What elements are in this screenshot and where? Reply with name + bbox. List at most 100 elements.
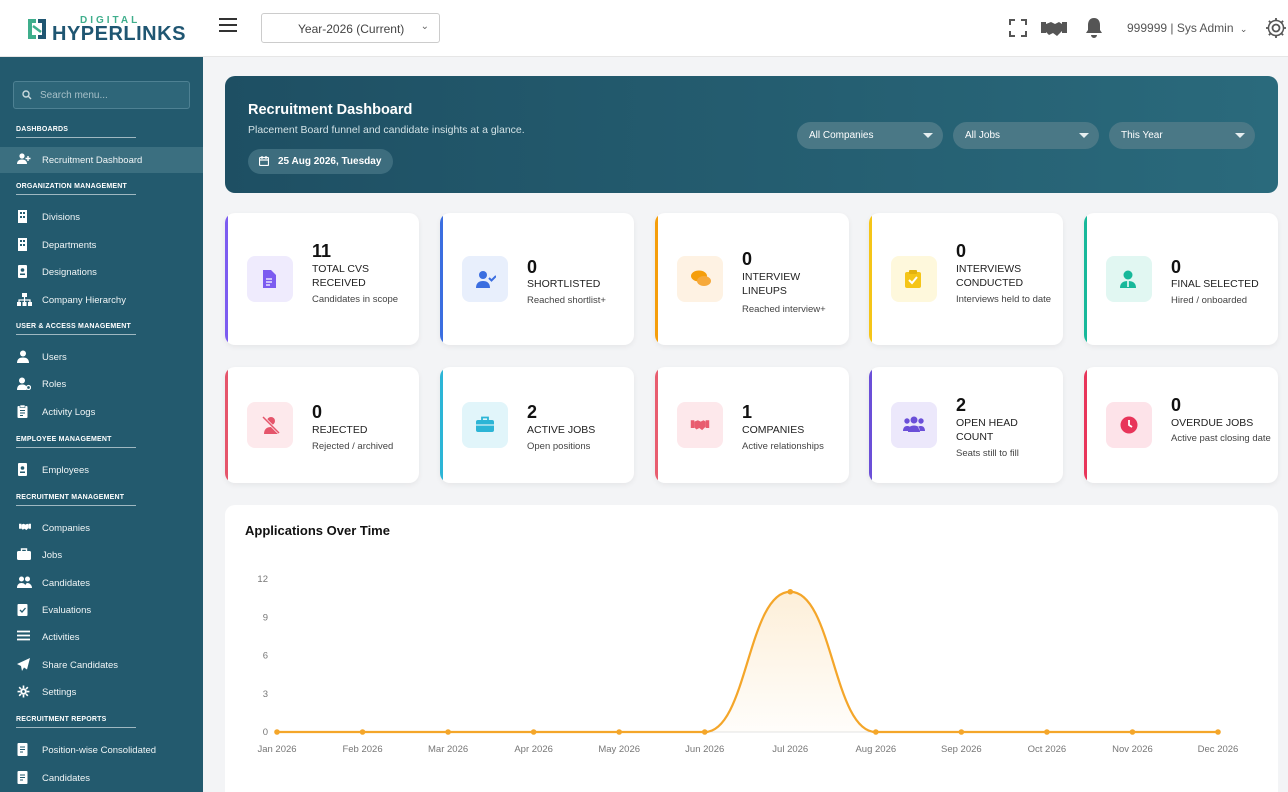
stat-description: Reached interview+ bbox=[742, 304, 826, 315]
x-tick-label: Mar 2026 bbox=[428, 744, 468, 755]
stat-value: 0 bbox=[1171, 395, 1182, 415]
sidebar-item-departments[interactable]: Departments bbox=[0, 232, 203, 258]
sidebar-item-label: Activities bbox=[42, 632, 80, 643]
job-filter[interactable]: All Jobs bbox=[953, 122, 1099, 149]
company-filter-value: All Companies bbox=[809, 130, 874, 141]
data-point bbox=[1215, 729, 1221, 735]
data-point bbox=[616, 729, 622, 735]
id-badge-icon bbox=[18, 463, 27, 476]
user-menu[interactable]: 999999 | Sys Admin ⌄ bbox=[1127, 21, 1247, 35]
gear-icon[interactable] bbox=[1264, 16, 1288, 40]
sidebar-item-divisions[interactable]: Divisions bbox=[0, 204, 203, 230]
sidebar-item-designations[interactable]: Designations bbox=[0, 259, 203, 285]
caret-down-icon bbox=[1079, 133, 1089, 138]
y-tick-label: 3 bbox=[263, 689, 268, 700]
stat-card-companies[interactable]: 1 COMPANIES Active relationships bbox=[655, 367, 849, 483]
stat-card-rejected[interactable]: 0 REJECTED Rejected / archived bbox=[225, 367, 419, 483]
stat-card-final-selected[interactable]: 0 FINAL SELECTED Hired / onboarded bbox=[1084, 213, 1278, 345]
stat-description: Interviews held to date bbox=[956, 294, 1052, 305]
sidebar-item-evaluations[interactable]: Evaluations bbox=[0, 597, 203, 623]
search-input[interactable]: Search menu... bbox=[13, 81, 190, 109]
stat-card-open-head-count[interactable]: 2 OPEN HEAD COUNT Seats still to fill bbox=[869, 367, 1063, 483]
data-point bbox=[530, 729, 537, 735]
stat-description: Hired / onboarded bbox=[1171, 295, 1248, 306]
sidebar-item-label: Evaluations bbox=[42, 605, 92, 616]
section-organization: ORGANIZATION MANAGEMENT bbox=[16, 183, 136, 195]
x-tick-label: Sep 2026 bbox=[941, 744, 982, 755]
sidebar-item-company-hierarchy[interactable]: Company Hierarchy bbox=[0, 287, 203, 313]
caret-down-icon bbox=[923, 133, 933, 138]
company-filter[interactable]: All Companies bbox=[797, 122, 943, 149]
stat-label: TOTAL CVS RECEIVED bbox=[312, 263, 369, 289]
chart-title: Applications Over Time bbox=[245, 523, 390, 538]
stat-card-total-cvs[interactable]: 11 TOTAL CVS RECEIVED Candidates in scop… bbox=[225, 213, 419, 345]
sidebar-item-label: Divisions bbox=[42, 212, 81, 223]
stat-value: 11 bbox=[312, 241, 332, 261]
handshake-icon[interactable] bbox=[1039, 16, 1069, 40]
data-point bbox=[445, 729, 451, 735]
gear-icon bbox=[17, 685, 30, 698]
stat-card-overdue-jobs[interactable]: 0 OVERDUE JOBS Active past closing date bbox=[1084, 367, 1278, 483]
caret-down-icon bbox=[1235, 133, 1245, 138]
date-pill: 25 Aug 2026, Tuesday bbox=[248, 149, 393, 174]
stat-card-shortlisted[interactable]: 0 SHORTLISTED Reached shortlist+ bbox=[440, 213, 634, 345]
sidebar-item-recruitment-dashboard[interactable]: Recruitment Dashboard bbox=[0, 147, 203, 173]
section-employee: EMPLOYEE MANAGEMENT bbox=[16, 436, 136, 448]
sidebar-item-report-candidates[interactable]: Candidates bbox=[0, 765, 203, 791]
logo[interactable]: DIGITAL HYPERLINKS bbox=[26, 15, 185, 45]
file-report-icon bbox=[17, 743, 28, 756]
x-tick-label: Jul 2026 bbox=[772, 744, 808, 755]
stat-value: 0 bbox=[312, 402, 323, 422]
sidebar-item-label: Company Hierarchy bbox=[42, 295, 126, 306]
fullscreen-icon[interactable] bbox=[1006, 16, 1030, 40]
id-badge-icon bbox=[18, 265, 27, 278]
sitemap-icon bbox=[17, 293, 32, 306]
sidebar-item-label: Activity Logs bbox=[42, 407, 96, 418]
search-icon bbox=[22, 90, 32, 100]
clipboard-check-icon bbox=[17, 604, 28, 616]
x-tick-label: Jan 2026 bbox=[257, 744, 296, 755]
stat-label: OPEN HEAD COUNT bbox=[956, 417, 1018, 443]
sidebar-item-position-consolidated[interactable]: Position-wise Consolidated bbox=[0, 737, 203, 763]
sidebar-item-candidates[interactable]: Candidates bbox=[0, 570, 203, 596]
stat-label: OVERDUE JOBS bbox=[1171, 417, 1254, 429]
notification-bell-icon[interactable] bbox=[1082, 16, 1106, 40]
menu-toggle-icon[interactable] bbox=[219, 18, 237, 36]
section-dashboards: DASHBOARDS bbox=[16, 126, 136, 138]
sidebar-item-roles[interactable]: Roles bbox=[0, 371, 203, 397]
sidebar-item-settings[interactable]: Settings bbox=[0, 679, 203, 705]
stat-card-interview-lineups[interactable]: 0 INTERVIEW LINEUPS Reached interview+ bbox=[655, 213, 849, 345]
stat-card-active-jobs[interactable]: 2 ACTIVE JOBS Open positions bbox=[440, 367, 634, 483]
sidebar-item-employees[interactable]: Employees bbox=[0, 457, 203, 483]
sidebar-item-label: Companies bbox=[42, 523, 91, 534]
stat-description: Active relationships bbox=[742, 441, 824, 452]
data-point bbox=[1129, 729, 1136, 735]
stat-label: REJECTED bbox=[312, 424, 368, 436]
logo-mark-icon bbox=[28, 19, 46, 39]
stat-value: 0 bbox=[956, 241, 967, 261]
stat-card-interviews-conducted[interactable]: 0 INTERVIEWS CONDUCTED Interviews held t… bbox=[869, 213, 1063, 345]
y-tick-label: 6 bbox=[263, 651, 268, 662]
user-plus-icon bbox=[17, 153, 31, 164]
clipboard-check-icon bbox=[891, 256, 937, 302]
briefcase-icon bbox=[17, 548, 31, 560]
sidebar-item-activities[interactable]: Activities bbox=[0, 624, 203, 650]
sidebar: Search menu... DASHBOARDS Recruitment Da… bbox=[0, 57, 203, 792]
sidebar-item-label: Designations bbox=[42, 267, 97, 278]
sidebar-item-activity-logs[interactable]: Activity Logs bbox=[0, 399, 203, 425]
sidebar-item-jobs[interactable]: Jobs bbox=[0, 542, 203, 568]
applications-line-chart: 0 3 6 9 12 Jan 2026 Feb 2026 Mar 2026 Apr 2026 Ma… bbox=[257, 574, 1238, 755]
data-point bbox=[701, 729, 708, 735]
stat-label: FINAL SELECTED bbox=[1171, 278, 1259, 290]
job-filter-value: All Jobs bbox=[965, 130, 1001, 141]
x-tick-label: Aug 2026 bbox=[855, 744, 896, 755]
comments-icon bbox=[677, 256, 723, 302]
section-reports: RECRUITMENT REPORTS bbox=[16, 716, 136, 728]
year-select[interactable]: Year-2026 (Current) ⌄ bbox=[261, 13, 440, 43]
calendar-icon bbox=[259, 156, 269, 166]
sidebar-item-share-candidates[interactable]: Share Candidates bbox=[0, 652, 203, 678]
briefcase-icon bbox=[462, 402, 508, 448]
period-filter[interactable]: This Year bbox=[1109, 122, 1255, 149]
sidebar-item-users[interactable]: Users bbox=[0, 344, 203, 370]
sidebar-item-companies[interactable]: Companies bbox=[0, 515, 203, 541]
